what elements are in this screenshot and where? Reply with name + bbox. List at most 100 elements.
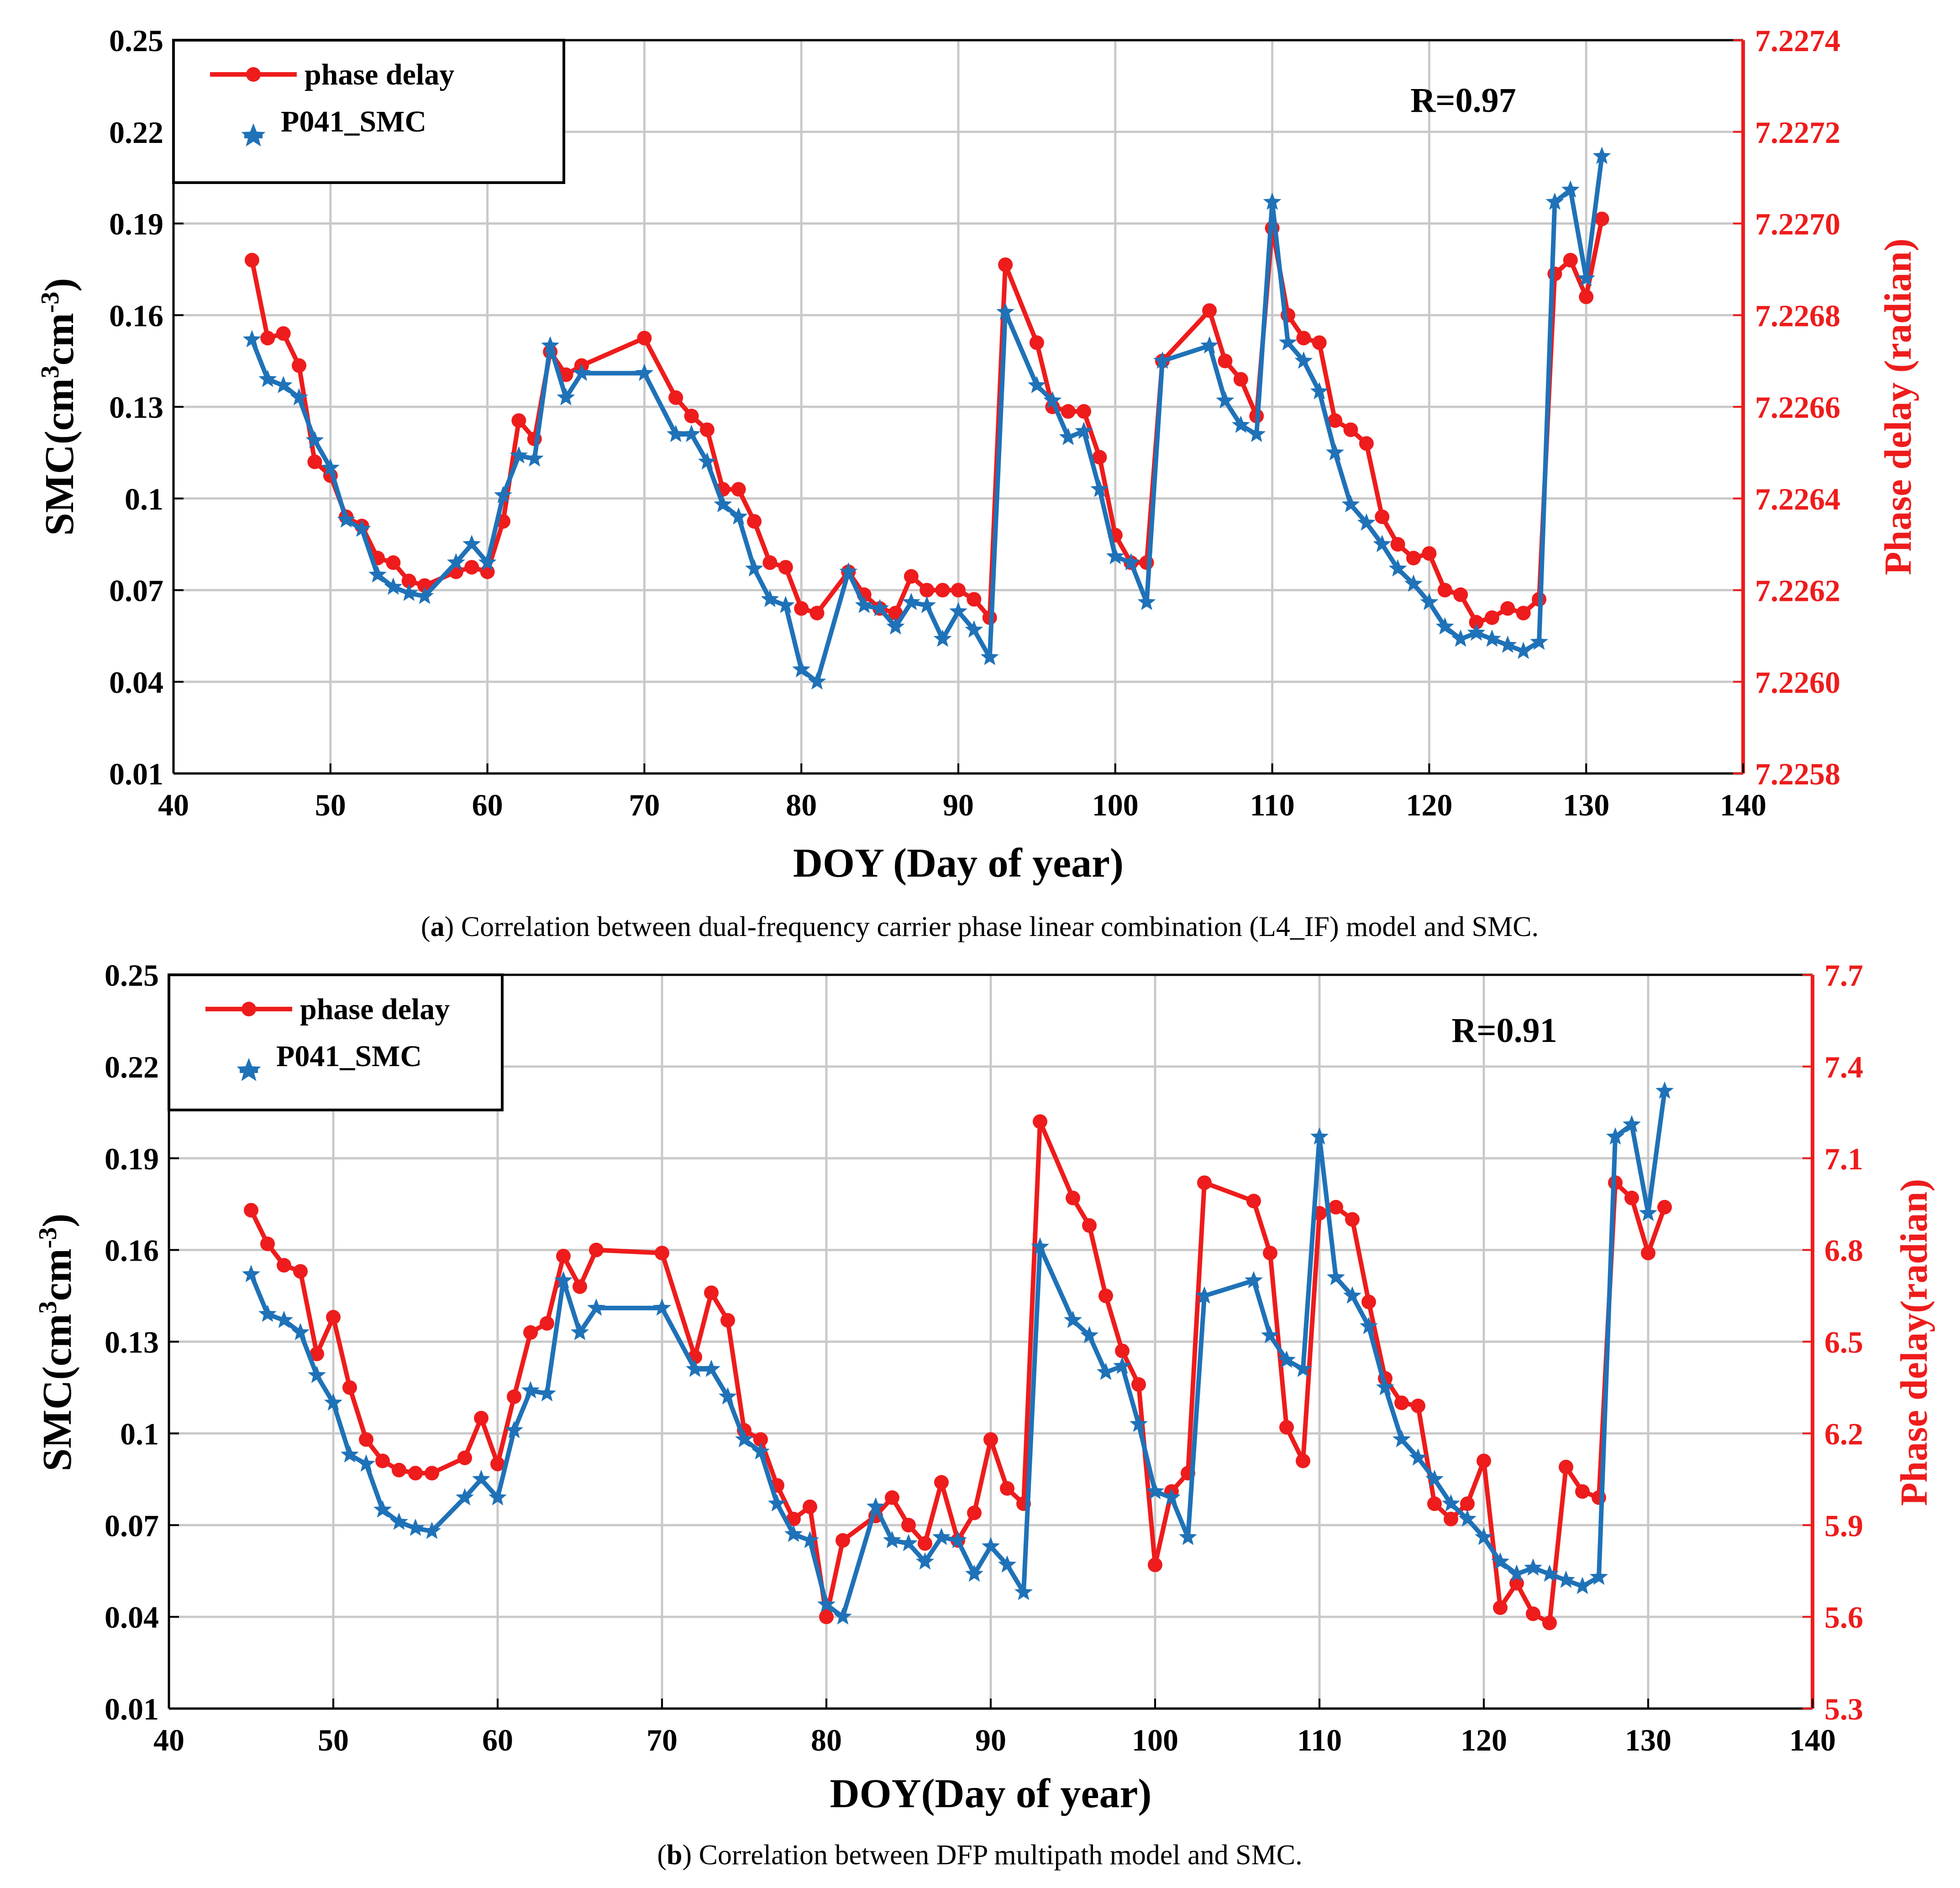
data-point	[1218, 353, 1233, 368]
data-point	[540, 1316, 554, 1331]
data-point	[357, 1454, 375, 1472]
y-right-tick-label: 7.2272	[1755, 115, 1840, 150]
data-point	[1231, 415, 1250, 433]
data-point	[886, 617, 905, 635]
data-point	[260, 1236, 275, 1252]
data-point	[794, 601, 809, 616]
x-tick-label: 80	[811, 1723, 842, 1757]
data-point	[1444, 1511, 1458, 1526]
data-point	[342, 1380, 357, 1395]
data-point	[1326, 443, 1345, 461]
data-point	[1061, 404, 1076, 419]
y-left-tick-label: 0.01	[105, 1692, 159, 1726]
legend-label-p041-smc: P041_SMC	[281, 105, 426, 138]
data-point	[653, 1298, 671, 1316]
y-right-tick-label: 7.2258	[1755, 757, 1840, 791]
data-point	[1106, 547, 1125, 564]
data-point	[1195, 1286, 1214, 1304]
data-point	[242, 1265, 260, 1283]
data-point	[290, 388, 308, 405]
x-tick-label: 40	[153, 1723, 184, 1757]
y-left-tick-label: 0.07	[105, 1508, 159, 1543]
grid	[173, 40, 1743, 773]
data-point	[1233, 372, 1248, 387]
data-point	[258, 369, 277, 387]
data-point	[747, 514, 762, 529]
data-point	[1427, 1496, 1442, 1511]
data-point	[489, 1488, 507, 1505]
data-point	[704, 1285, 719, 1300]
y-right-tick-label: 7.1	[1824, 1141, 1863, 1176]
data-point	[554, 1271, 573, 1288]
data-point	[729, 507, 748, 525]
data-point	[932, 1528, 951, 1545]
y-right-tick-label: 6.2	[1824, 1416, 1863, 1451]
data-point	[1514, 642, 1533, 659]
data-point	[983, 1432, 998, 1447]
data-point	[1066, 1190, 1080, 1205]
data-point	[899, 1534, 918, 1551]
data-point	[523, 1325, 538, 1340]
caption-label: a	[431, 911, 445, 942]
data-point	[1606, 1127, 1624, 1145]
legend-marker-p041-smc	[236, 1058, 261, 1081]
data-point	[368, 565, 387, 583]
data-point	[1148, 1557, 1162, 1572]
data-point	[883, 1530, 901, 1548]
data-point	[293, 1264, 308, 1279]
data-point	[1029, 335, 1044, 350]
data-point	[885, 1490, 899, 1505]
caption-label: b	[667, 1840, 682, 1871]
data-point	[541, 336, 560, 354]
data-point	[819, 1609, 834, 1625]
data-point	[1245, 1271, 1263, 1288]
data-point	[587, 1298, 605, 1316]
data-point	[390, 1512, 408, 1530]
data-point	[635, 363, 654, 381]
data-point	[401, 573, 416, 589]
data-point	[1130, 1415, 1148, 1432]
data-point	[373, 1500, 392, 1518]
data-point	[1469, 615, 1484, 630]
data-point	[277, 1258, 291, 1273]
data-point	[1411, 1399, 1425, 1414]
data-point	[762, 555, 778, 570]
y-right-tick-label: 7.2264	[1755, 482, 1840, 516]
data-point	[809, 605, 825, 621]
data-point	[291, 1323, 310, 1341]
data-point	[478, 553, 497, 571]
data-point	[1279, 333, 1297, 351]
data-point	[1082, 1218, 1097, 1233]
data-point	[808, 672, 826, 690]
data-point	[753, 1432, 768, 1447]
y-left-tick-label: 0.04	[105, 1600, 159, 1635]
data-point	[260, 331, 275, 346]
chart-a: 40 50 60 70 80 90 100 110 120 130 140 0.01 0.04 0.07 0…	[36, 23, 1919, 942]
data-point	[731, 482, 746, 497]
x-tick-label: 120	[1406, 788, 1452, 822]
data-point	[386, 555, 401, 570]
data-point	[871, 599, 889, 616]
data-point	[472, 1469, 490, 1487]
data-point	[1137, 593, 1156, 610]
data-point	[1545, 192, 1564, 210]
data-point	[1341, 495, 1360, 513]
data-point	[834, 1607, 852, 1625]
x-tick-label: 90	[975, 1723, 1006, 1757]
x-tick-label: 130	[1563, 788, 1609, 822]
data-point	[918, 1536, 932, 1551]
data-point	[375, 1453, 390, 1468]
data-point	[1345, 1212, 1360, 1227]
data-point	[1000, 1481, 1014, 1496]
data-point	[719, 1387, 737, 1404]
data-point	[637, 331, 652, 346]
data-point	[855, 596, 873, 613]
x-tick-label: 120	[1461, 1723, 1507, 1757]
series-phase-delay	[244, 1114, 1672, 1630]
data-point	[916, 1552, 934, 1570]
data-point	[951, 583, 966, 598]
x-tick-label: 70	[629, 788, 660, 822]
data-point	[1491, 1552, 1509, 1570]
x-tick-label: 50	[315, 788, 346, 822]
